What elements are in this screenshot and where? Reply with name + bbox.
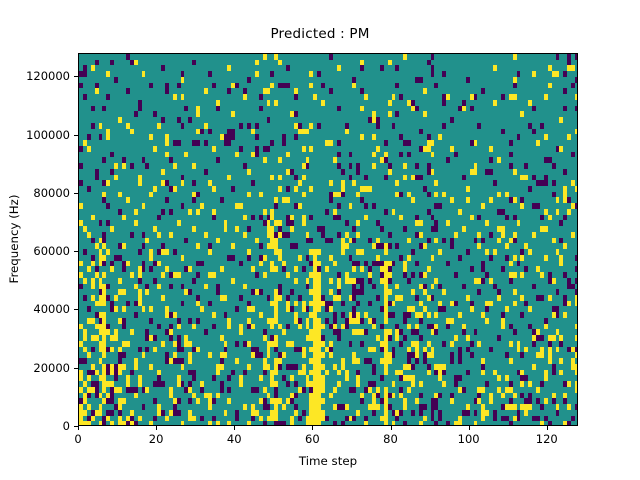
y-tick-mark: [74, 192, 78, 194]
heatmap-image: [79, 54, 577, 425]
y-axis-label-wrap: Frequency (Hz): [7, 0, 21, 480]
x-tick-label: 120: [535, 432, 558, 446]
y-axis-label: Frequency (Hz): [7, 194, 21, 284]
x-tick-mark: [390, 426, 392, 430]
y-tick-label: 80000: [33, 185, 70, 200]
x-tick-label: 0: [74, 432, 82, 446]
x-tick-label: 100: [457, 432, 480, 446]
x-tick-label: 80: [383, 432, 398, 446]
heatmap-axes: [78, 53, 578, 426]
x-tick-label: 20: [148, 432, 164, 446]
y-tick-label: 100000: [26, 127, 70, 142]
y-tick-mark: [74, 134, 78, 136]
x-tick-mark: [234, 426, 236, 430]
x-axis-label: Time step: [298, 454, 358, 468]
y-tick-mark: [74, 367, 78, 369]
y-tick-label: 40000: [33, 302, 70, 317]
x-tick-mark: [78, 426, 79, 430]
y-tick-label: 120000: [26, 69, 70, 84]
y-tick-mark: [74, 426, 78, 427]
chart-title: Predicted : PM: [270, 26, 370, 42]
y-tick-label: 20000: [33, 360, 70, 375]
x-tick-mark: [546, 426, 548, 430]
x-tick-mark: [156, 426, 158, 430]
y-tick-mark: [74, 309, 78, 311]
y-tick-mark: [74, 76, 78, 78]
x-tick-mark: [312, 426, 314, 430]
y-tick-label: 0: [62, 419, 70, 433]
x-tick-label: 60: [305, 432, 320, 446]
x-tick-label: 40: [226, 432, 242, 446]
x-tick-mark: [468, 426, 470, 430]
y-tick-mark: [74, 251, 78, 253]
y-tick-label: 60000: [33, 244, 70, 259]
